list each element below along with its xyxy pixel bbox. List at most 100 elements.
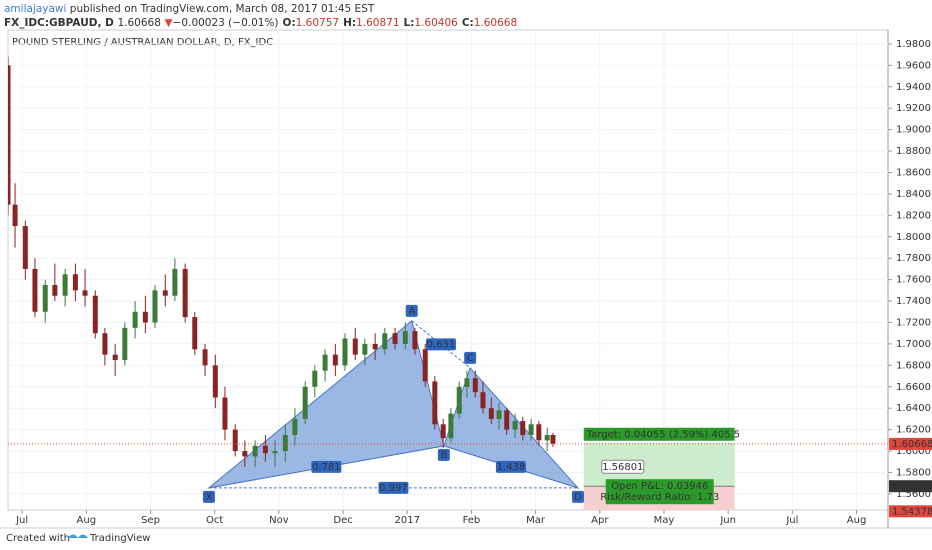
price-tag-label: 1.54378 <box>892 506 932 517</box>
price-tag-label: 1.60668 <box>892 439 932 450</box>
candle-body <box>92 295 98 334</box>
point-label: B <box>440 450 447 461</box>
candle-body <box>488 408 494 419</box>
ohlc-value: 1.60871 <box>356 17 399 29</box>
published: published on TradingView.com, March 08, … <box>70 3 375 15</box>
y-tick-label: 1.8600 <box>896 168 931 179</box>
chart-title: POUND STERLING / AUSTRALIAN DOLLAR, D, F… <box>12 37 273 48</box>
candle-body <box>432 381 438 425</box>
y-tick-label: 1.9200 <box>896 103 931 114</box>
candle-body <box>102 333 108 355</box>
y-tick-label: 1.9600 <box>896 60 931 71</box>
candle-body <box>512 421 518 430</box>
ohlc-value: 1.60757 <box>296 17 339 29</box>
x-tick-label: Apr <box>591 515 609 526</box>
x-tick-label: Jun <box>719 515 736 526</box>
candle-body <box>472 378 478 393</box>
price-tag <box>889 505 932 518</box>
price-tag <box>889 480 932 493</box>
candle-body <box>412 331 418 350</box>
candle-body <box>272 451 278 454</box>
candle-body <box>172 268 178 296</box>
author: amilajayawi <box>4 3 66 15</box>
x-tick-label: May <box>654 515 675 526</box>
candle-body <box>122 327 128 360</box>
ratio-label: 0.997 <box>379 483 408 494</box>
y-tick-label: 1.6200 <box>896 425 931 436</box>
ohlc-label: O: <box>283 17 296 29</box>
point-box <box>437 448 450 461</box>
symbol: FX_IDC:GBPAUD, D <box>4 17 114 29</box>
y-tick-label: 1.5600 <box>896 489 931 500</box>
x-tick-label: Sep <box>141 515 160 526</box>
y-tick-label: 1.7400 <box>896 296 931 307</box>
candle-body <box>382 333 388 350</box>
candle-body <box>448 413 454 439</box>
change: −0.00023 (−0.01%) <box>173 17 279 29</box>
logo <box>68 534 88 538</box>
y-tick-label: 1.9800 <box>896 39 931 50</box>
pnl-box <box>605 479 714 505</box>
candle-body <box>12 204 18 227</box>
candle-body <box>496 410 502 419</box>
x-tick-label: Mar <box>526 515 546 526</box>
y-tick-label: 1.7200 <box>896 318 931 329</box>
candle-body <box>362 343 368 355</box>
x-tick-label: Nov <box>269 515 289 526</box>
entry-box <box>601 459 645 474</box>
candle-body <box>152 290 158 323</box>
y-tick-label: 1.6800 <box>896 360 931 371</box>
candle-body <box>52 285 58 296</box>
y-tick-label: 1.7000 <box>896 339 931 350</box>
footer-created: Created with <box>6 533 70 544</box>
x-tick-label: 2017 <box>395 515 420 526</box>
candle-body <box>72 274 78 291</box>
price-tag <box>889 437 932 450</box>
ohlc-value: 1.60406 <box>414 17 458 29</box>
candle-body <box>342 338 348 366</box>
price-tag-label: 1.56722 <box>892 481 932 492</box>
candle-body <box>132 311 138 328</box>
symbol-line: FX_IDC:GBPAUD, D 1.60668 ▼−0.00023 (−0.0… <box>4 17 517 29</box>
x-tick-label: Aug <box>847 515 867 526</box>
x-tick-label: Dec <box>333 515 352 526</box>
price: 1.60668 <box>117 17 160 29</box>
candle-body <box>392 333 398 344</box>
y-tick-label: 1.7800 <box>896 253 931 264</box>
candle-body <box>142 311 148 323</box>
candle-body <box>322 354 328 371</box>
candle-body <box>242 451 248 457</box>
ohlc-label: L: <box>404 17 415 29</box>
arrow: ▼ <box>165 17 174 29</box>
candle-body <box>528 424 534 435</box>
candle-body <box>282 435 288 452</box>
candle-body <box>222 397 228 430</box>
candle-body <box>440 424 446 439</box>
candle-body <box>62 274 68 296</box>
ratio-label: 0.631 <box>427 339 456 350</box>
candle-body <box>202 349 208 366</box>
candle-body <box>252 445 258 457</box>
y-tick-label: 1.6000 <box>896 446 931 457</box>
candle-body <box>480 392 486 409</box>
candle-body <box>504 410 510 430</box>
candle-body <box>550 435 556 444</box>
point-box <box>202 490 215 503</box>
rr-label: Risk/Reward Ratio: 1.73 <box>600 492 719 503</box>
candle-body <box>332 354 338 366</box>
candle-body <box>352 338 358 355</box>
ratio-label: 1.438 <box>497 462 526 473</box>
y-tick-label: 1.9000 <box>896 125 931 136</box>
plot <box>8 30 888 510</box>
y-tick-label: 1.9400 <box>896 82 931 93</box>
y-tick-label: 1.8200 <box>896 210 931 221</box>
y-tick-label: 1.8000 <box>896 232 931 243</box>
ratio-box <box>425 338 456 351</box>
candle-body <box>8 65 11 205</box>
ratio-box <box>495 460 526 473</box>
x-tick-label: Feb <box>463 515 481 526</box>
candle-body <box>82 290 88 296</box>
ohlc-label: H: <box>343 17 356 29</box>
